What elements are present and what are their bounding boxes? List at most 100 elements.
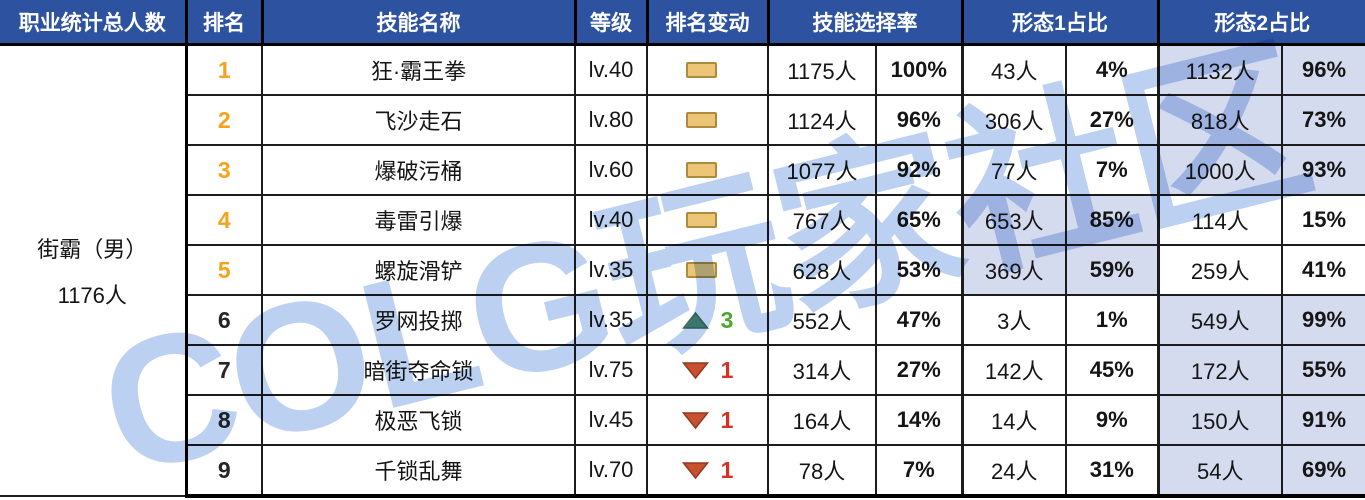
rank-change-value: 3 [720, 306, 734, 333]
level-cell: lv.40 [574, 43, 648, 96]
rank-down-icon [681, 461, 709, 479]
level-cell: lv.35 [574, 244, 648, 296]
rank-change-cell: 3 [646, 294, 769, 346]
rank-change-cell: 1 [646, 394, 769, 446]
skill-name-cell: 暗街夺命锁 [261, 344, 576, 396]
form2-count-cell: 54人 [1156, 444, 1283, 498]
form1-count-cell: 43人 [960, 43, 1067, 96]
rank-change-value: 1 [720, 456, 734, 483]
form1-count-cell: 369人 [960, 244, 1067, 296]
selection-pct-cell: 96% [875, 94, 963, 146]
selection-pct-cell: 53% [875, 244, 963, 296]
selection-count-cell: 628人 [767, 244, 877, 296]
form1-pct-cell: 9% [1065, 394, 1159, 446]
skill-name-cell: 极恶飞锁 [261, 394, 576, 446]
selection-count-cell: 767人 [767, 194, 877, 246]
rank-change-cell [646, 244, 769, 296]
form2-pct-cell: 99% [1281, 294, 1365, 346]
form2-pct-cell: 15% [1281, 194, 1365, 246]
table-row: 3 爆破污桶 lv.60 1077人 92% 77人 7% 1000人 93% [0, 144, 1365, 196]
class-name: 街霸（男） [37, 236, 148, 262]
col-header-selection-rate: 技能选择率 [768, 0, 964, 46]
col-header-level: 等级 [575, 0, 649, 46]
form1-count-cell: 77人 [960, 144, 1067, 196]
level-cell: lv.70 [574, 444, 648, 498]
selection-count-cell: 1077人 [767, 144, 877, 196]
form2-count-cell: 114人 [1156, 194, 1283, 246]
table-row: 2 飞沙走石 lv.80 1124人 96% 306人 27% 818人 73% [0, 94, 1365, 146]
rank-cell: 2 [185, 94, 263, 146]
level-cell: lv.60 [574, 144, 648, 196]
no-change-icon [686, 62, 717, 78]
form1-count-cell: 142人 [960, 344, 1067, 396]
form2-pct-cell: 73% [1281, 94, 1365, 146]
rank-change-cell [646, 144, 769, 196]
form1-pct-cell: 31% [1065, 444, 1159, 498]
form2-pct-cell: 55% [1281, 344, 1365, 396]
no-change-icon [686, 162, 717, 178]
form2-pct-cell: 96% [1281, 43, 1365, 96]
skill-name-cell: 千锁乱舞 [261, 444, 576, 498]
skill-name-cell: 爆破污桶 [261, 144, 576, 196]
form1-pct-cell: 1% [1065, 294, 1159, 346]
rank-change-value: 1 [720, 356, 734, 383]
class-player-count: 1176人 [57, 282, 127, 308]
skill-name-cell: 毒雷引爆 [261, 194, 576, 246]
rank-cell: 8 [185, 394, 263, 446]
no-change-icon [686, 112, 717, 128]
table-row: 5 螺旋滑铲 lv.35 628人 53% 369人 59% 259人 41% [0, 244, 1365, 296]
form2-count-cell: 172人 [1156, 344, 1283, 396]
form1-count-cell: 306人 [960, 94, 1067, 146]
rank-cell: 7 [185, 344, 263, 396]
form2-count-cell: 818人 [1156, 94, 1283, 146]
col-header-form1-ratio: 形态1占比 [962, 0, 1160, 46]
selection-count-cell: 552人 [767, 294, 877, 346]
form2-count-cell: 150人 [1156, 394, 1283, 446]
selection-count-cell: 314人 [767, 344, 877, 396]
col-header-skill-name: 技能名称 [262, 0, 577, 46]
level-cell: lv.35 [574, 294, 648, 346]
table-row: 7 暗街夺命锁 lv.75 1 314人 27% 142人 45% 172人 5… [0, 344, 1365, 396]
table-row: 8 极恶飞锁 lv.45 1 164人 14% 14人 9% 150人 91% [0, 394, 1365, 446]
table-row: 6 罗网投掷 lv.35 3 552人 47% 3人 1% 549人 99% [0, 294, 1365, 346]
form2-pct-cell: 41% [1281, 244, 1365, 296]
skill-name-cell: 螺旋滑铲 [261, 244, 576, 296]
form2-pct-cell: 91% [1281, 394, 1365, 446]
form1-count-cell: 14人 [960, 394, 1067, 446]
selection-pct-cell: 14% [875, 394, 963, 446]
form1-pct-cell: 85% [1065, 194, 1159, 246]
skill-name-cell: 飞沙走石 [261, 94, 576, 146]
selection-pct-cell: 100% [875, 43, 963, 96]
rank-down-icon [681, 361, 709, 379]
skill-name-cell: 狂·霸王拳 [261, 43, 576, 96]
col-header-form2-ratio: 形态2占比 [1158, 0, 1365, 46]
form2-pct-cell: 93% [1281, 144, 1365, 196]
form1-pct-cell: 45% [1065, 344, 1159, 396]
selection-pct-cell: 7% [875, 444, 963, 498]
form1-pct-cell: 59% [1065, 244, 1159, 296]
rank-up-icon [681, 311, 709, 329]
table-header: 职业统计总人数 排名 技能名称 等级 排名变动 技能选择率 形态1占比 形态2占… [0, 0, 1365, 46]
form2-pct-cell: 69% [1281, 444, 1365, 498]
selection-count-cell: 1124人 [767, 94, 877, 146]
no-change-icon [686, 262, 717, 278]
rank-change-cell: 1 [646, 344, 769, 396]
rank-change-cell [646, 43, 769, 96]
form2-count-cell: 259人 [1156, 244, 1283, 296]
rank-cell: 4 [185, 194, 263, 246]
rank-cell: 3 [185, 144, 263, 196]
form1-count-cell: 24人 [960, 444, 1067, 498]
selection-count-cell: 78人 [767, 444, 877, 498]
rank-cell: 6 [185, 294, 263, 346]
col-header-rank-change: 排名变动 [647, 0, 770, 46]
rank-down-icon [681, 411, 709, 429]
selection-pct-cell: 47% [875, 294, 963, 346]
level-cell: lv.40 [574, 194, 648, 246]
selection-count-cell: 164人 [767, 394, 877, 446]
selection-count-cell: 1175人 [767, 43, 877, 96]
level-cell: lv.80 [574, 94, 648, 146]
form2-count-cell: 549人 [1156, 294, 1283, 346]
rank-change-cell [646, 194, 769, 246]
